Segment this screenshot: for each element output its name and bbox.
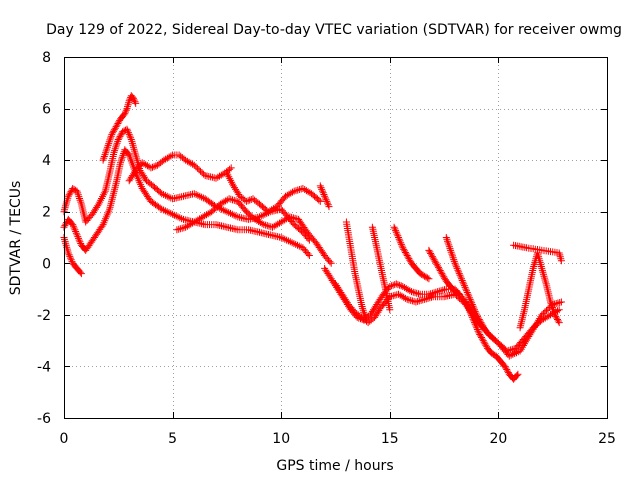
x-tick-label: 15 <box>381 431 399 447</box>
grid-layer <box>64 57 607 418</box>
plot-frame <box>64 57 608 419</box>
data-point-markers <box>516 249 563 332</box>
data-series <box>316 182 333 211</box>
y-tick-label: 0 <box>42 256 51 272</box>
y-tick-label: 4 <box>42 153 51 169</box>
data-point-markers <box>316 182 333 211</box>
data-series <box>99 92 140 164</box>
data-point-markers <box>173 195 335 267</box>
data-point-markers <box>99 92 140 164</box>
chart-title: Day 129 of 2022, Sidereal Day-to-day VTE… <box>46 22 622 38</box>
data-point-markers <box>510 241 565 265</box>
data-point-markers <box>223 169 324 216</box>
y-axis-title: SDTVAR / TECUs <box>8 181 24 296</box>
y-tick-label: -2 <box>37 308 51 324</box>
y-tick-label: -6 <box>37 411 51 427</box>
y-tick-label: 8 <box>42 50 51 66</box>
x-tick-label: 25 <box>598 431 616 447</box>
data-series <box>442 234 489 334</box>
data-series <box>462 298 522 383</box>
x-tick-label: 20 <box>489 431 507 447</box>
tick-layer <box>64 57 608 419</box>
y-tick-label: -4 <box>37 359 51 375</box>
x-tick-label: 0 <box>60 431 69 447</box>
data-point-markers <box>462 298 522 383</box>
data-point-markers <box>368 223 394 314</box>
data-series <box>390 223 433 283</box>
data-series <box>516 249 563 332</box>
data-series <box>223 169 324 216</box>
data-series <box>368 223 394 314</box>
y-tick-label: 6 <box>42 102 51 118</box>
data-series <box>125 151 235 185</box>
data-series <box>173 195 335 267</box>
data-point-markers <box>442 234 489 334</box>
data-layer <box>60 92 565 383</box>
x-axis-title: GPS time / hours <box>276 458 393 474</box>
tick-label-layer: 0 5 10 15 20 25 -6 -4 -2 0 2 4 6 8 <box>37 50 616 447</box>
data-series <box>425 246 463 298</box>
y-tick-label: 2 <box>42 205 51 221</box>
data-point-markers <box>342 218 370 321</box>
data-series <box>342 218 370 321</box>
x-tick-label: 5 <box>168 431 177 447</box>
data-series <box>510 241 565 265</box>
data-point-markers <box>125 151 235 185</box>
x-tick-label: 10 <box>272 431 290 447</box>
data-point-markers <box>425 246 463 298</box>
data-point-markers <box>390 223 433 283</box>
